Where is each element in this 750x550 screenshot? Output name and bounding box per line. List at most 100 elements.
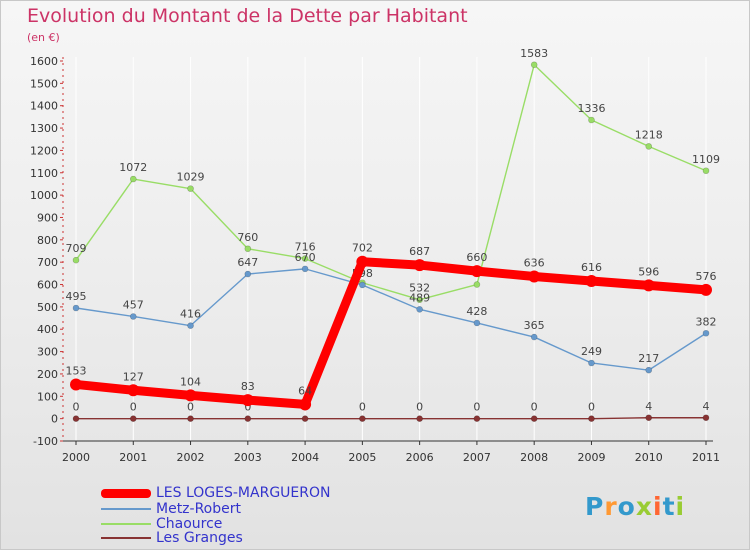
data-point-les-loges-margueron [356, 255, 369, 268]
y-tick-label: 1500 [30, 77, 58, 90]
y-tick-label: 300 [37, 346, 58, 359]
y-tick-label: 1200 [30, 144, 58, 157]
data-label-chaource: 1072 [119, 161, 147, 174]
logo-letter: P [585, 492, 605, 521]
data-point-les-granges [530, 415, 538, 422]
data-label-les-loges-margueron: 153 [66, 364, 87, 377]
logo-letter: i [653, 492, 663, 521]
data-label-les-granges: 0 [359, 401, 366, 414]
data-label-metz-robert: 249 [581, 345, 602, 358]
y-tick-label: 600 [37, 279, 58, 292]
data-label-metz-robert: 670 [295, 251, 316, 264]
data-label-chaource: 760 [237, 231, 258, 244]
data-point-chaource [129, 175, 137, 183]
data-label-les-granges: 4 [703, 400, 710, 413]
data-point-les-loges-margueron [413, 259, 426, 272]
x-tick-label: 2003 [234, 451, 262, 464]
data-point-metz-robert [187, 322, 194, 329]
data-point-les-granges [645, 414, 653, 422]
data-point-chaource [473, 281, 481, 288]
y-tick-label: 1000 [30, 189, 58, 202]
data-point-les-loges-margueron [184, 389, 197, 402]
y-tick-label: 500 [37, 301, 58, 314]
y-tick-label: 1600 [30, 55, 58, 68]
data-label-les-loges-margueron: 104 [180, 375, 201, 388]
data-point-metz-robert [244, 270, 252, 278]
logo-letter: i [675, 492, 686, 521]
x-tick-label: 2002 [177, 451, 205, 464]
data-point-les-loges-margueron [70, 378, 82, 391]
y-tick-label: 1100 [30, 167, 58, 180]
data-label-metz-robert: 647 [237, 256, 258, 269]
series-line-metz-robert [75, 268, 707, 371]
data-label-metz-robert: 457 [123, 298, 144, 311]
data-point-metz-robert [530, 333, 538, 341]
data-label-les-granges: 0 [473, 401, 480, 414]
data-label-les-loges-margueron: 660 [466, 251, 487, 264]
data-point-les-loges-margueron [700, 283, 712, 296]
y-tick-label: -100 [33, 435, 58, 448]
data-point-metz-robert [301, 265, 309, 273]
y-tick-label: 100 [37, 390, 58, 403]
data-label-metz-robert: 495 [66, 290, 87, 303]
data-point-metz-robert [645, 366, 653, 374]
data-point-les-granges [244, 415, 252, 422]
series-line-chaource [75, 64, 707, 301]
data-point-chaource [416, 296, 423, 304]
legend-swatch [101, 508, 151, 510]
data-label-metz-robert: 489 [409, 291, 430, 304]
data-point-les-loges-margueron [585, 274, 598, 287]
chart-unit: (en €) [27, 31, 60, 44]
data-label-les-loges-margueron: 636 [524, 256, 545, 269]
data-point-metz-robert [473, 319, 481, 327]
legend-label: Metz-Robert [156, 501, 241, 517]
x-tick-label: 2007 [463, 451, 491, 464]
data-point-chaource [72, 256, 80, 264]
logo-letter: t [662, 492, 676, 521]
legend-swatch [101, 537, 151, 539]
proxiti-logo: Proxiti [585, 492, 685, 521]
data-point-les-granges [359, 415, 366, 422]
x-tick-label: 2005 [348, 451, 376, 464]
data-label-les-granges: 0 [244, 401, 251, 414]
data-label-chaource: 1583 [520, 47, 548, 60]
x-tick-label: 2008 [520, 451, 548, 464]
x-tick-label: 2001 [119, 451, 147, 464]
data-label-les-granges: 0 [416, 401, 423, 414]
data-point-metz-robert [72, 304, 80, 312]
data-point-les-loges-margueron [241, 394, 254, 407]
data-label-chaource: 1029 [177, 171, 205, 184]
data-label-metz-robert: 382 [696, 315, 717, 328]
data-label-les-loges-margueron: 576 [696, 270, 717, 283]
data-label-metz-robert: 365 [524, 319, 545, 332]
data-point-metz-robert [588, 359, 595, 367]
data-point-les-loges-margueron [470, 265, 483, 278]
y-tick-label: 900 [37, 211, 58, 224]
data-point-les-loges-margueron [642, 279, 655, 292]
data-label-chaource: 1218 [635, 128, 663, 141]
data-point-les-granges [473, 415, 481, 422]
legend-swatch [101, 489, 151, 498]
data-point-metz-robert [129, 313, 137, 320]
data-label-les-loges-margueron: 127 [123, 370, 144, 383]
data-point-les-granges [588, 415, 595, 422]
data-label-les-loges-margueron: 64 [298, 384, 312, 397]
y-tick-label: 0 [51, 413, 58, 426]
chart-title: Evolution du Montant de la Dette par Hab… [27, 5, 468, 27]
data-point-les-granges [702, 414, 710, 422]
y-tick-label: 1400 [30, 100, 58, 113]
data-label-chaource: 532 [409, 282, 430, 295]
y-tick-label: 1300 [30, 122, 58, 135]
data-label-les-granges: 4 [645, 400, 652, 413]
data-label-les-loges-margueron: 702 [352, 242, 373, 255]
data-point-metz-robert [359, 281, 366, 289]
legend-label: Les Granges [156, 530, 243, 546]
data-label-les-granges: 0 [531, 401, 538, 414]
legend-swatch [101, 523, 151, 525]
data-point-metz-robert [702, 329, 710, 337]
data-label-metz-robert: 428 [466, 305, 487, 318]
data-point-les-loges-margueron [528, 270, 541, 283]
logo-letter: r [604, 492, 618, 521]
